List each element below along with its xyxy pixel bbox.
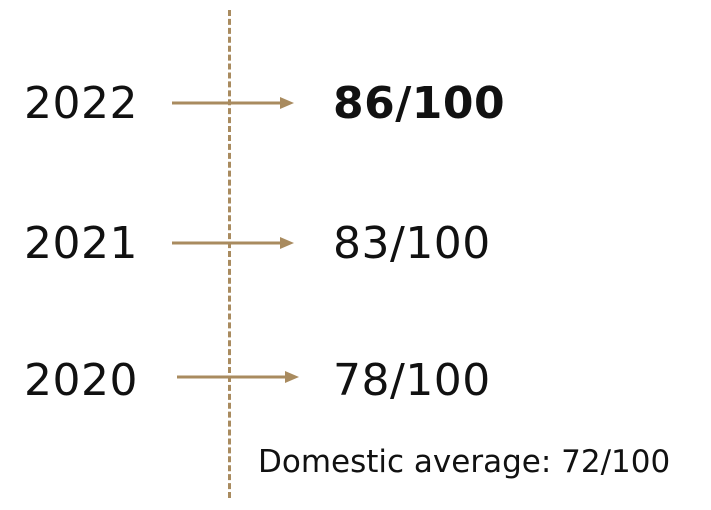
score-value: 83/100 xyxy=(333,222,491,266)
timeline-row-2021: 2021 83/100 xyxy=(0,210,711,280)
domestic-average-note: Domestic average: 72/100 xyxy=(258,447,670,478)
year-label: 2022 xyxy=(24,82,138,126)
arrow-right-icon xyxy=(172,93,297,113)
arrow-right-icon xyxy=(172,233,297,253)
year-label: 2020 xyxy=(24,359,138,403)
timeline-row-2020: 2020 78/100 xyxy=(0,345,711,415)
arrow-right-icon xyxy=(177,367,302,387)
score-value: 86/100 xyxy=(333,82,505,126)
score-value: 78/100 xyxy=(333,359,491,403)
timeline-row-2022: 2022 86/100 xyxy=(0,68,711,138)
year-label: 2021 xyxy=(24,222,138,266)
